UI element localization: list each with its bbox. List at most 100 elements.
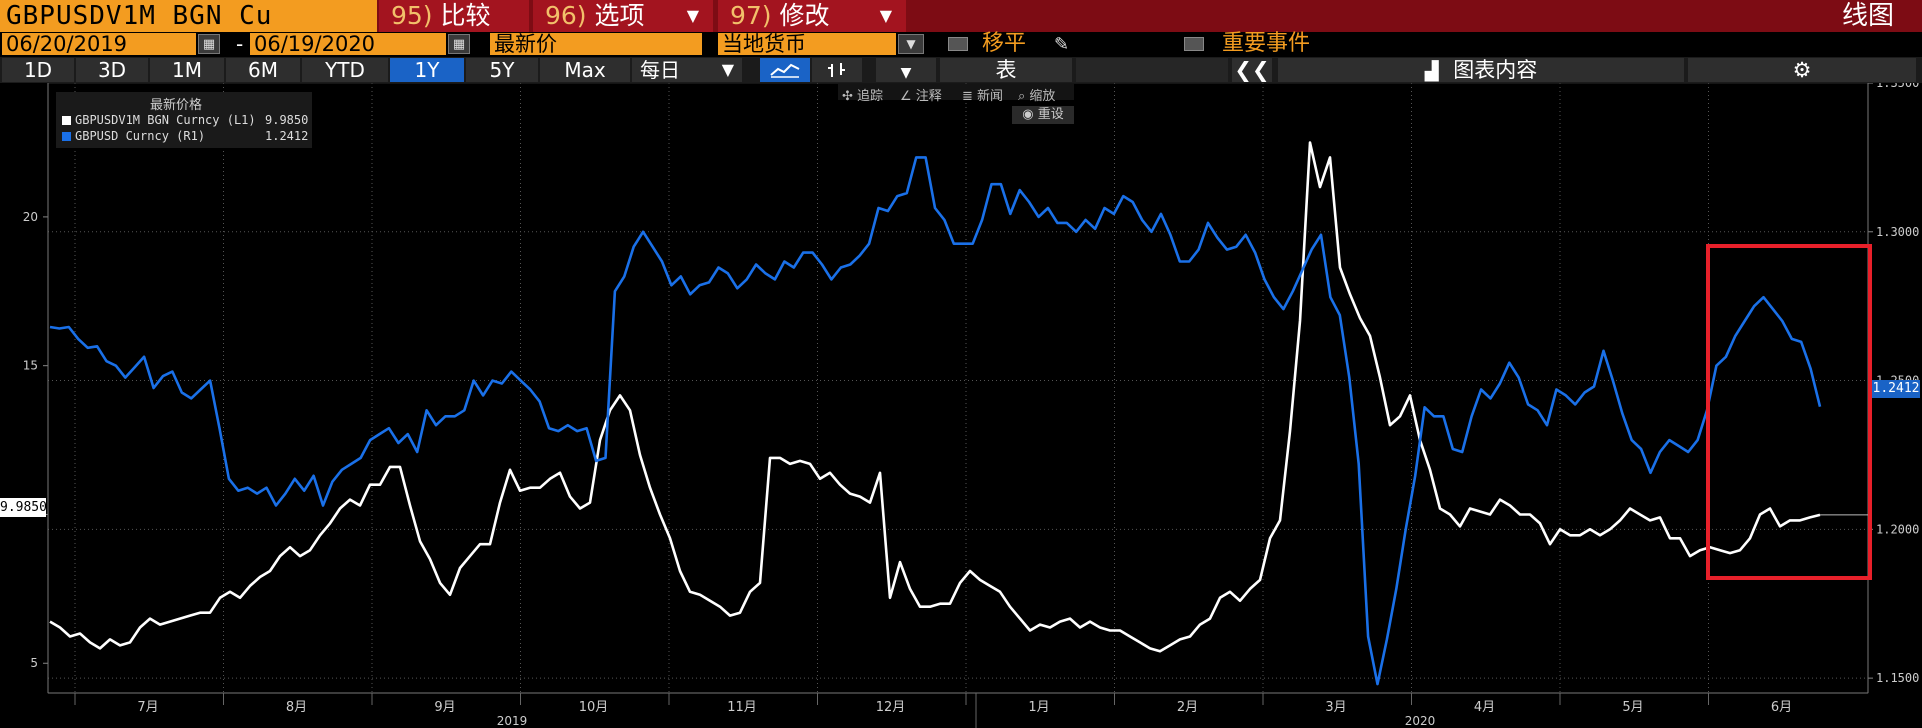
gear-icon[interactable]: ⚙ [1688, 58, 1916, 82]
menu-label: 选项 [594, 1, 645, 30]
shift-checkbox[interactable] [948, 37, 968, 51]
annotate-label: 注释 [915, 89, 942, 104]
x-tick-label: 12月 [876, 700, 906, 715]
collapse-icon[interactable]: ❮❮ [1232, 58, 1272, 82]
right-last-value-tag: 1.2412 [1872, 380, 1920, 398]
header-bar: GBPUSDV1M BGN Cu 95) 比较 96) 选项 ▼ 97) 修改 … [0, 0, 1922, 32]
year-label: 2020 [1405, 714, 1436, 728]
table-button[interactable]: 表 [940, 58, 1072, 82]
frequency-label: 每日 [640, 58, 680, 82]
right-tick-label: 1.3500 [1876, 83, 1919, 90]
news-label: 新闻 [977, 89, 1004, 104]
track-label: 追踪 [857, 89, 884, 104]
date-toolbar: 06/20/2019 ▦ - 06/19/2020 ▦ 最新价 当地货币 ▼ 移… [0, 32, 1922, 56]
left-last-value-tag: 9.9850 [0, 498, 47, 517]
compare-menu-button[interactable]: 95) 比较 [379, 0, 529, 32]
left-tick-label: 5 [30, 656, 38, 670]
x-tick-label: 3月 [1325, 700, 1346, 715]
bar-chart-icon[interactable] [812, 58, 862, 82]
x-tick-label: 2月 [1177, 700, 1198, 715]
calendar-icon[interactable]: ▦ [448, 34, 470, 54]
calendar-icon[interactable]: ▦ [198, 34, 220, 54]
menu-label: 修改 [779, 1, 830, 30]
legend-swatch [62, 132, 71, 141]
options-menu-button[interactable]: 96) 选项 ▼ [533, 0, 713, 32]
magnifier-icon: ⌕ [1018, 89, 1026, 104]
legend-entry-spot: GBPUSD Curncy (R1) [62, 129, 205, 143]
x-tick-label: 11月 [727, 700, 757, 715]
annotate-tool[interactable]: ∠ 注释 [900, 85, 942, 104]
blank-field [1076, 58, 1228, 82]
period-button-5y[interactable]: 5Y [466, 58, 538, 82]
chart-contents-icon: ▟ [1424, 61, 1439, 82]
chart-contents-button[interactable]: ▟ 图表内容 [1278, 58, 1684, 82]
reset-button[interactable]: ◉ 重设 [1012, 106, 1074, 124]
news-icon: ≣ [962, 89, 973, 104]
period-button-1m[interactable]: 1M [150, 58, 224, 82]
period-button-6m[interactable]: 6M [226, 58, 300, 82]
series-line-spot [49, 156, 1822, 686]
shift-label: 移平 [982, 31, 1027, 56]
x-tick-label: 8月 [286, 700, 307, 715]
x-tick-label: 10月 [579, 700, 609, 715]
x-tick-label: 9月 [434, 700, 455, 715]
crosshair-icon: ✣ [842, 89, 853, 104]
chevron-down-icon[interactable]: ▼ [876, 58, 936, 82]
x-tick-label: 1月 [1028, 700, 1049, 715]
edit-menu-button[interactable]: 97) 修改 ▼ [718, 0, 906, 32]
series-lines [49, 141, 1868, 686]
price-field-select[interactable]: 最新价 [490, 33, 702, 55]
events-checkbox[interactable] [1184, 37, 1204, 51]
legend-last-value: 9.9850 [265, 113, 309, 127]
zoom-label: 缩放 [1029, 89, 1056, 104]
chart-tools [838, 84, 1074, 100]
x-axis-labels: 7月 8月 9月 10月 11月 12月 1月 2月 3月 4月 5月 6月 2019 2020 [137, 700, 1792, 728]
period-button-3d[interactable]: 3D [76, 58, 148, 82]
ticker-field[interactable]: GBPUSDV1M BGN Cu [0, 0, 377, 32]
legend-entry-vol: GBPUSDV1M BGN Curncy (L1) [62, 113, 256, 127]
right-tick-label: 1.2000 [1876, 522, 1919, 536]
right-tick-label: 1.3000 [1876, 225, 1919, 239]
highlight-rectangle [1706, 244, 1872, 580]
period-toolbar: 1D 3D 1M 6M YTD 1Y 5Y Max 每日 ▼ ▼ 表 ❮❮ ▟ … [0, 57, 1922, 83]
legend-series-name: GBPUSDV1M BGN Curncy (L1) [75, 113, 256, 127]
chevron-down-icon: ▼ [686, 6, 699, 25]
chevron-down-icon: ▼ [879, 6, 892, 25]
chevron-down-icon[interactable]: ▼ [898, 34, 924, 54]
x-tick-label: 7月 [137, 700, 158, 715]
legend [56, 92, 312, 148]
annotate-icon: ∠ [900, 89, 912, 104]
menu-number: 97) [730, 1, 772, 30]
period-button-max[interactable]: Max [540, 58, 630, 82]
period-button-1y[interactable]: 1Y [390, 58, 464, 82]
x-tick-label: 5月 [1622, 700, 1643, 715]
currency-select[interactable]: 当地货币 [718, 33, 896, 55]
legend-swatch [62, 116, 71, 125]
news-tool[interactable]: ≣ 新闻 [962, 85, 1003, 104]
line-chart-icon[interactable] [760, 58, 810, 82]
radio-icon: ◉ [1022, 107, 1034, 122]
series-line-vol [49, 141, 1821, 653]
menu-number: 95) [391, 1, 433, 30]
window-title: 线图 [1841, 1, 1894, 31]
date-range-separator: - [236, 32, 244, 56]
zoom-tool[interactable]: ⌕ 缩放 [1018, 85, 1055, 104]
start-date-input[interactable]: 06/20/2019 [2, 33, 196, 55]
pencil-icon[interactable]: ✎ [1054, 34, 1070, 55]
x-tick-label: 6月 [1771, 700, 1792, 715]
year-label: 2019 [497, 714, 528, 728]
left-tick-label: 15 [23, 359, 38, 373]
reset-label: 重设 [1037, 107, 1064, 122]
track-tool[interactable]: ✣ 追踪 [842, 85, 883, 104]
chevron-down-icon: ▼ [721, 60, 734, 79]
period-button-1d[interactable]: 1D [2, 58, 74, 82]
x-tick-label: 4月 [1474, 700, 1495, 715]
frequency-select[interactable]: 每日 ▼ [632, 58, 742, 82]
legend-last-value: 1.2412 [265, 129, 309, 143]
menu-number: 96) [545, 1, 587, 30]
left-tick-label: 20 [23, 210, 38, 224]
end-date-input[interactable]: 06/19/2020 [250, 33, 446, 55]
legend-series-name: GBPUSD Curncy (R1) [75, 129, 206, 143]
period-button-ytd[interactable]: YTD [302, 58, 388, 82]
